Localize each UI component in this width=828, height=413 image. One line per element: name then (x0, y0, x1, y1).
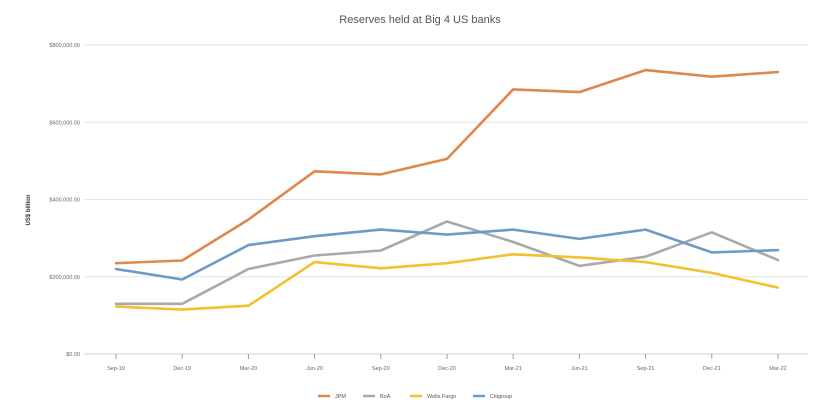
x-tick-label: Jun-21 (571, 366, 588, 372)
legend: JPM BoA Wells Fargo Citigroup (318, 394, 512, 400)
chart-title: Reserves held at Big 4 US banks (339, 14, 501, 26)
series-line-wells-fargo (114, 253, 780, 311)
y-tick-label: $0.00 (66, 352, 80, 358)
x-tick-label: Dec-19 (173, 366, 191, 372)
legend-label: BoA (380, 394, 391, 400)
y-tick-label: $600,000.00 (49, 120, 80, 126)
x-tick-label: Dec-21 (703, 366, 721, 372)
x-tick-label: Jun-20 (306, 366, 323, 372)
y-tick-label: $200,000.00 (49, 275, 80, 281)
x-tick-label: Dec-20 (438, 366, 456, 372)
x-tick-label: Sep-20 (372, 366, 390, 372)
legend-item-jpm: JPM (318, 394, 346, 400)
y-axis-ticks: $0.00 $200,000.00 $400,000.00 $600,000.00 $8… (49, 43, 80, 358)
y-axis-label: US$ billion (26, 194, 32, 225)
legend-label: Wells Fargo (427, 394, 456, 400)
legend-label: JPM (335, 394, 346, 400)
y-tick-label: $800,000.00 (49, 43, 80, 49)
legend-label: Citigroup (490, 394, 512, 400)
x-tick-label: Mar-20 (240, 366, 257, 372)
x-tick-label: Mar-21 (504, 366, 521, 372)
legend-item-boa: BoA (363, 394, 391, 400)
grid-lines (84, 44, 808, 355)
legend-item-wells-fargo: Wells Fargo (410, 394, 456, 400)
y-tick-label: $400,000.00 (49, 198, 80, 204)
x-tick-label: Mar-22 (769, 366, 786, 372)
legend-item-citigroup: Citigroup (473, 394, 512, 400)
series-line-jpm (114, 68, 780, 265)
x-axis: Sep-19 Dec-19 Mar-20 Jun-20 Sep-20 Dec-20 Mar-… (107, 354, 787, 372)
series-lines (114, 68, 780, 311)
series-line-citigroup (114, 228, 780, 281)
x-tick-label: Sep-19 (107, 366, 125, 372)
series-line-boa (114, 220, 780, 306)
x-tick-label: Sep-21 (637, 366, 655, 372)
